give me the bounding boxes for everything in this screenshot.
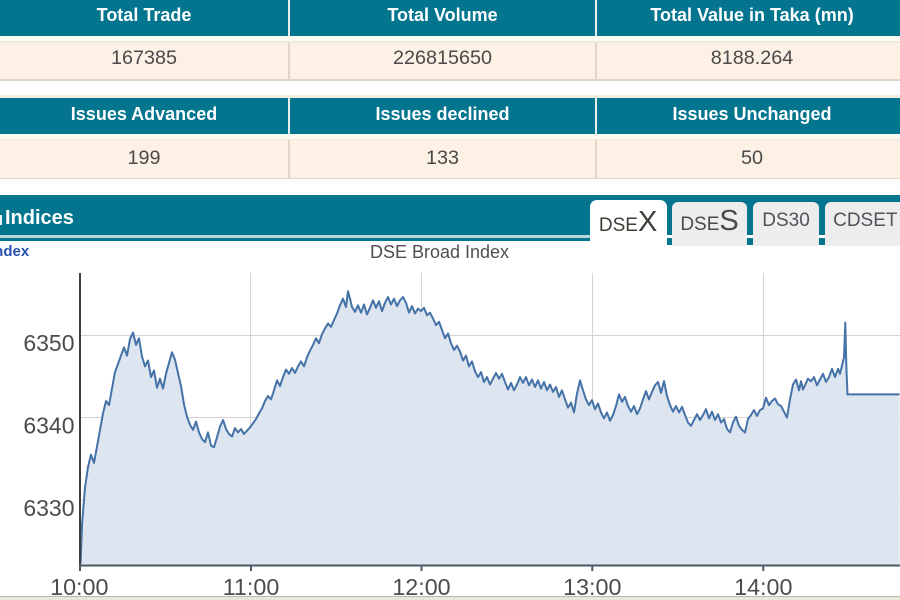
svg-text:6350: 6350	[23, 330, 74, 356]
svg-text:6340: 6340	[23, 413, 74, 439]
svg-text:6330: 6330	[23, 495, 74, 521]
